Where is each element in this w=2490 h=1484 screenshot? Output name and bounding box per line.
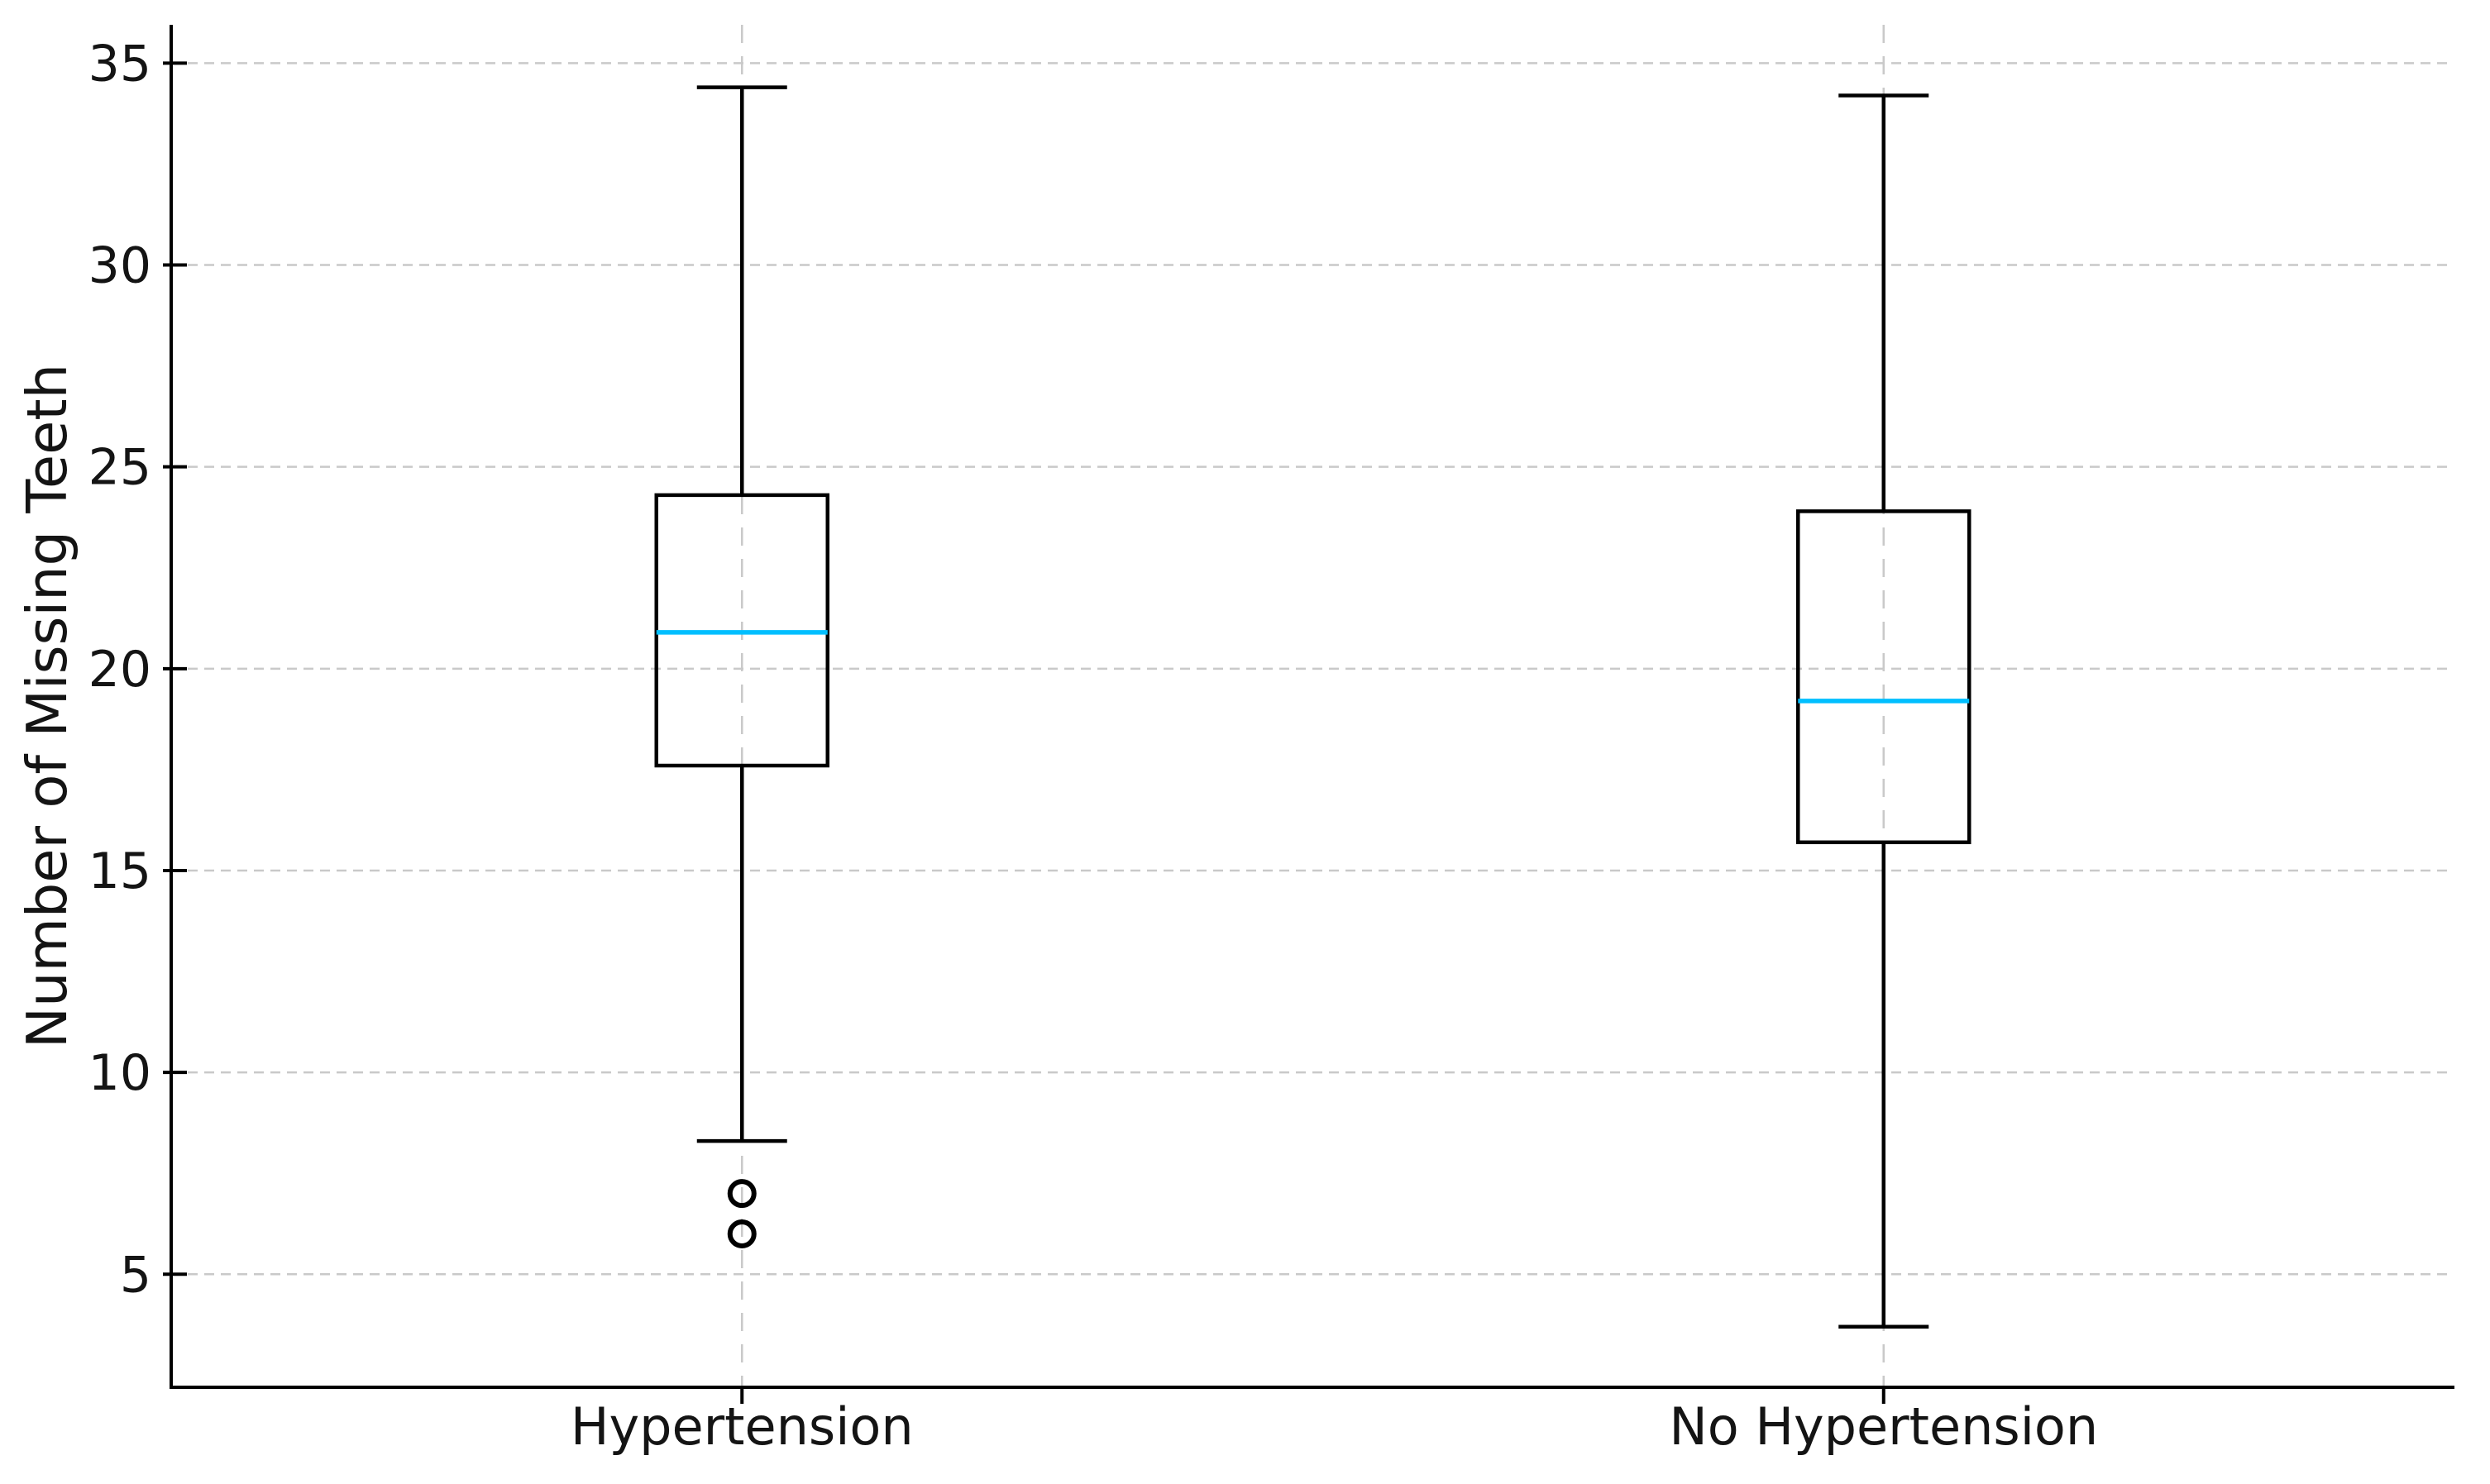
y-tick-label: 10 — [88, 1044, 151, 1102]
outlier-point-hypertension — [727, 1179, 757, 1209]
x-tick-label-no-hypertension: No Hypertension — [1669, 1396, 2099, 1457]
y-tick-label: 5 — [120, 1246, 151, 1304]
y-axis-label: Number of Missing Teeth — [15, 363, 79, 1049]
y-tick-label: 20 — [88, 641, 151, 699]
y-tick-label: 25 — [88, 439, 151, 497]
x-tick-label-hypertension: Hypertension — [570, 1396, 914, 1457]
box-no-hypertension — [1796, 509, 1971, 845]
outlier-point-hypertension — [727, 1219, 757, 1248]
y-tick-label: 30 — [88, 237, 151, 295]
y-tick-label: 15 — [88, 842, 151, 900]
y-tick-label: 35 — [88, 35, 151, 93]
